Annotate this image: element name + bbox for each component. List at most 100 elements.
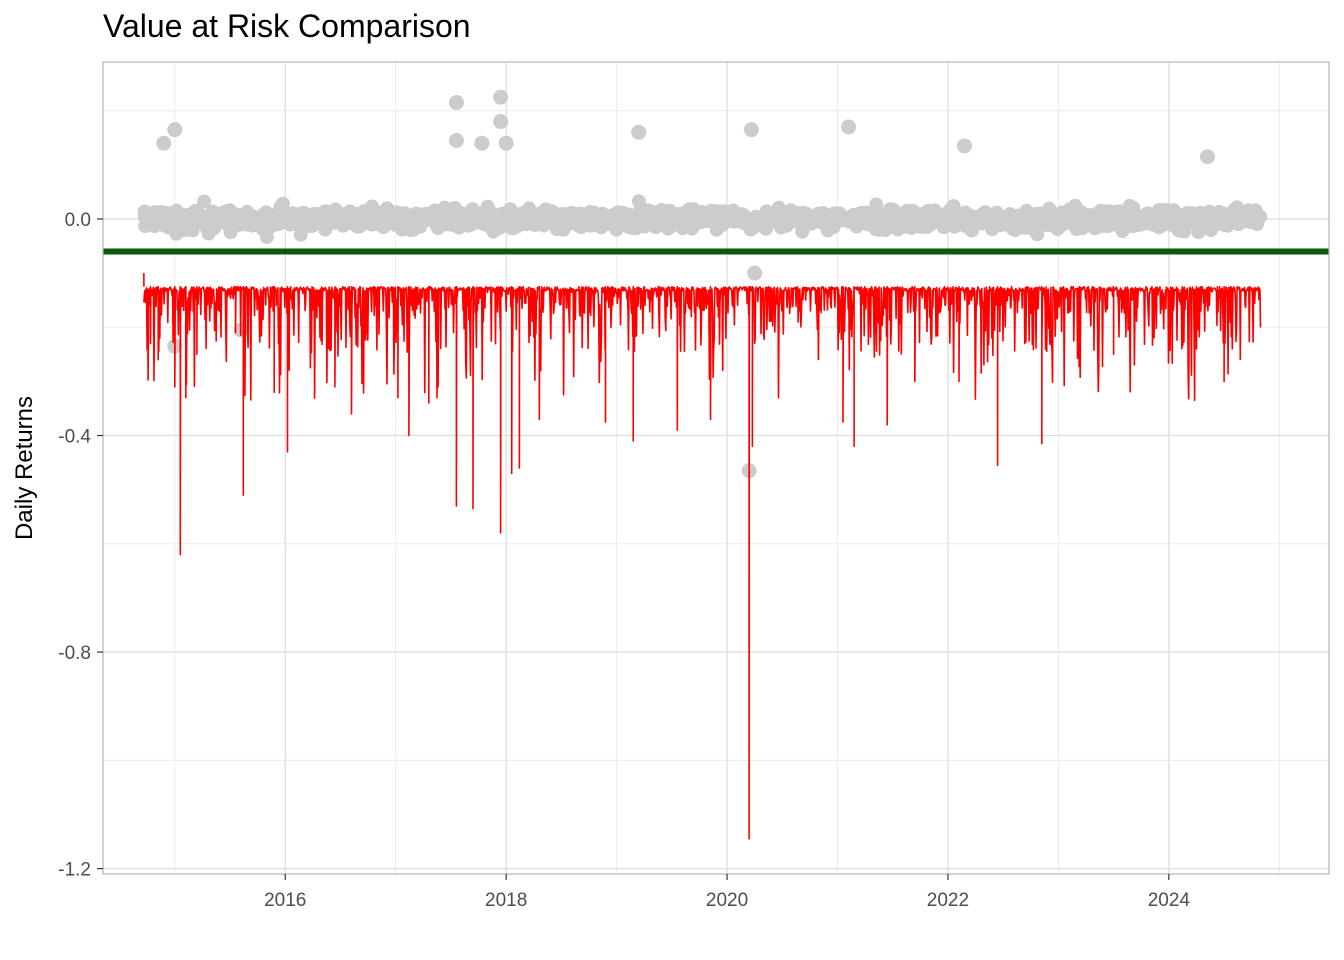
scatter-point <box>167 122 183 138</box>
y-tick-label: -0.4 <box>58 427 91 448</box>
scatter-point <box>1101 209 1116 224</box>
scatter-point <box>1001 211 1016 226</box>
scatter-point <box>1015 216 1030 231</box>
x-tick-label: 2024 <box>1148 890 1191 911</box>
scatter-point <box>709 222 724 237</box>
scatter-point <box>493 89 509 105</box>
scatter-point <box>249 214 264 229</box>
drawdown-line <box>143 285 1262 840</box>
x-tick-label: 2020 <box>706 890 748 911</box>
scatter-point <box>909 208 923 223</box>
scatter-point <box>682 209 696 224</box>
scatter-point <box>747 265 763 281</box>
scatter-point <box>890 222 905 237</box>
scatter-point <box>604 209 619 224</box>
scatter-point <box>194 211 209 226</box>
scatter-point <box>869 197 884 212</box>
scatter-point <box>621 207 636 222</box>
scatter-point <box>957 138 973 154</box>
scatter-point <box>297 219 312 234</box>
scatter-point <box>726 208 740 223</box>
scatter-point <box>743 122 759 138</box>
scatter-point <box>317 218 332 233</box>
scatter-point <box>1124 213 1139 228</box>
scatter-point <box>738 214 753 229</box>
scatter-point <box>236 211 251 226</box>
scatter-point <box>149 216 164 231</box>
scatter-point <box>474 135 490 151</box>
scatter-point <box>561 217 576 231</box>
scatter-point <box>197 194 212 209</box>
drawdown-series <box>143 273 1262 840</box>
scatter-point <box>923 217 938 232</box>
scatter-point <box>444 209 459 224</box>
scatter-point <box>498 135 514 151</box>
scatter-point <box>221 212 236 227</box>
scatter-point <box>572 214 587 228</box>
scatter-point <box>980 208 995 223</box>
scatter-point <box>841 119 857 135</box>
scatter-point <box>759 204 774 219</box>
scatter-point <box>1160 208 1175 223</box>
scatter-point <box>639 213 654 228</box>
scatter-point <box>631 194 646 209</box>
scatter-point <box>1206 216 1221 230</box>
scatter-point <box>1231 209 1246 224</box>
scatter-point <box>1150 209 1165 223</box>
axis-tick-labels: 2016 2018 2020 2022 2024 0.0 -0.4 -0.8 -1.2 <box>58 210 1190 911</box>
scatter-point <box>208 214 223 229</box>
scatter-point <box>374 212 389 227</box>
y-tick-label: -0.8 <box>58 643 91 664</box>
scatter-point <box>621 220 636 234</box>
scatter-point <box>829 215 843 230</box>
scatter-point <box>156 135 172 151</box>
scatter-point <box>1244 211 1259 226</box>
scatter-point <box>448 132 464 148</box>
scatter-point <box>1220 209 1235 224</box>
scatter-point <box>631 124 647 140</box>
grid-major <box>103 62 1329 874</box>
scatter-point <box>342 216 357 230</box>
scatter-point <box>804 214 819 229</box>
scatter-point <box>171 212 185 226</box>
scatter-point <box>898 206 913 221</box>
scatter-point <box>709 212 724 227</box>
scatter-point <box>1069 222 1084 236</box>
scatter-point <box>420 206 435 221</box>
scatter-point <box>493 114 509 130</box>
scatter-point <box>307 208 322 222</box>
panel-border <box>102 61 1330 875</box>
scatter-point <box>526 209 541 223</box>
scatter-point <box>849 219 864 234</box>
y-tick-label: 0.0 <box>65 210 91 231</box>
scatter-point <box>1058 215 1073 230</box>
scatter-point <box>223 225 238 240</box>
scatter-point <box>1088 217 1103 232</box>
scatter-point <box>544 214 559 228</box>
grid-minor <box>103 62 1329 874</box>
scatter-point <box>178 223 193 237</box>
scatter-point <box>790 214 804 228</box>
x-tick-label: 2016 <box>264 890 306 911</box>
scatter-point <box>265 218 280 233</box>
scatter-point <box>389 214 404 228</box>
scatter-point <box>506 211 521 226</box>
x-tick-label: 2022 <box>927 890 969 911</box>
scatter-point <box>589 212 604 226</box>
scatter-point <box>365 199 380 214</box>
scatter-point <box>1200 149 1216 165</box>
scatter-points <box>137 89 1268 479</box>
x-tick-label: 2018 <box>485 890 527 911</box>
scatter-point <box>259 230 274 245</box>
scatter-point <box>940 210 954 225</box>
scatter-point <box>486 224 501 239</box>
scatter-point <box>465 212 480 227</box>
scatter-point <box>1031 213 1046 228</box>
chart-title: Value at Risk Comparison <box>103 8 471 44</box>
scatter-point <box>448 95 464 111</box>
y-tick-label: -1.2 <box>58 860 91 881</box>
scatter-point <box>1184 210 1199 225</box>
scatter-point <box>1047 217 1062 232</box>
scatter-point <box>276 211 291 226</box>
